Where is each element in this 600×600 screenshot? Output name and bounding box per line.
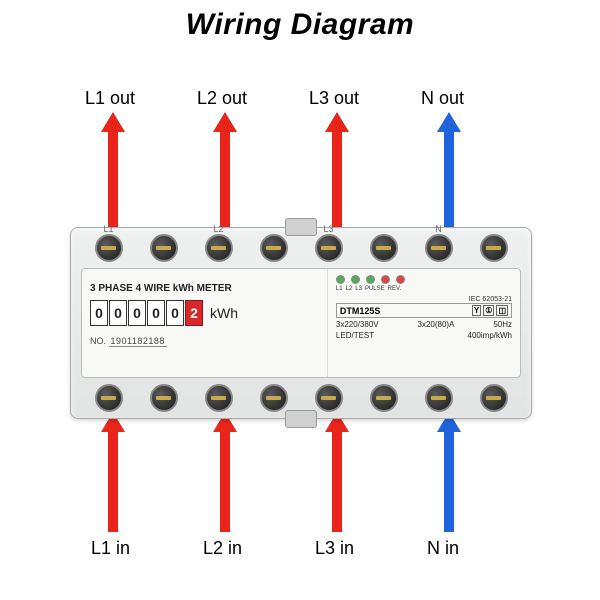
arrow-in-label-2: L3 in — [315, 538, 354, 559]
symbols: Y①◫ — [472, 305, 508, 316]
arrow-out-label-1: L2 out — [197, 88, 247, 109]
terminal-label: L3 — [323, 224, 333, 234]
arrow-in-label-0: L1 in — [91, 538, 130, 559]
spec-row-1: 3x220/380V 3x20(80)A 50Hz — [336, 320, 512, 329]
led-labels: L1L2L3PULSEREV. — [336, 286, 512, 292]
arrow-out-3 — [437, 112, 461, 232]
energy-meter: L1L2L3N 3 PHASE 4 WIRE kWh METER 000002k… — [70, 227, 532, 419]
arrow-out-1 — [213, 112, 237, 232]
odometer-digit: 0 — [166, 300, 184, 326]
led-label: L3 — [355, 286, 362, 292]
terminal-label: L1 — [103, 224, 113, 234]
meter-face-left: 3 PHASE 4 WIRE kWh METER 000002kWh NO. 1… — [82, 269, 327, 377]
led-label: L1 — [336, 286, 343, 292]
arrow-in-2 — [325, 412, 349, 532]
arrow-head-icon — [213, 112, 237, 132]
spec-imp: 400imp/kWh — [468, 331, 512, 340]
standard-label: IEC 62053-21 — [336, 296, 512, 303]
arrow-shaft — [220, 132, 230, 232]
arrow-shaft — [332, 432, 342, 532]
led-indicator — [381, 275, 390, 284]
terminal: L3 — [315, 234, 343, 262]
model-number: DTM125S — [340, 306, 381, 316]
terminal-label: N — [435, 224, 442, 234]
led-indicator — [366, 275, 375, 284]
arrow-in-3 — [437, 412, 461, 532]
led-indicator — [396, 275, 405, 284]
arrow-out-label-0: L1 out — [85, 88, 135, 109]
odometer-digit: 2 — [185, 300, 203, 326]
spec-row-2: LED/TEST 400imp/kWh — [336, 331, 512, 340]
arrow-in-label-3: N in — [427, 538, 459, 559]
odometer-digit: 0 — [128, 300, 146, 326]
arrow-in-1 — [213, 412, 237, 532]
spec-test: LED/TEST — [336, 331, 374, 340]
arrow-head-icon — [101, 112, 125, 132]
serial-value: 1901182188 — [109, 336, 167, 347]
terminal — [95, 384, 123, 412]
model-row: DTM125S Y①◫ — [336, 303, 512, 318]
terminal: L1 — [95, 234, 123, 262]
terminal: L2 — [205, 234, 233, 262]
terminal — [260, 234, 288, 262]
terminal — [315, 384, 343, 412]
terminal-row-bottom — [71, 384, 531, 412]
led-row — [336, 275, 512, 284]
terminal — [150, 234, 178, 262]
arrow-shaft — [444, 132, 454, 232]
led-label: REV. — [388, 286, 401, 292]
terminal — [370, 234, 398, 262]
meter-type-label: 3 PHASE 4 WIRE kWh METER — [90, 283, 319, 294]
arrow-head-icon — [325, 112, 349, 132]
spec-freq: 50Hz — [493, 320, 512, 329]
meter-face-right: L1L2L3PULSEREV. IEC 62053-21 DTM125S Y①◫… — [327, 269, 520, 377]
terminal-row-top: L1 L2 L3 N — [71, 234, 531, 262]
arrow-shaft — [332, 132, 342, 232]
terminal — [150, 384, 178, 412]
led-label: L2 — [346, 286, 353, 292]
arrow-shaft — [108, 132, 118, 232]
din-clip-bottom — [285, 410, 317, 428]
spec-current: 3x20(80)A — [418, 320, 455, 329]
odometer-digit: 0 — [90, 300, 108, 326]
terminal — [260, 384, 288, 412]
serial-prefix: NO. — [90, 336, 106, 346]
arrow-head-icon — [437, 112, 461, 132]
odometer-digit: 0 — [109, 300, 127, 326]
odometer-digit: 0 — [147, 300, 165, 326]
arrow-shaft — [444, 432, 454, 532]
arrow-in-0 — [101, 412, 125, 532]
arrow-in-label-1: L2 in — [203, 538, 242, 559]
terminal: N — [425, 234, 453, 262]
arrow-shaft — [220, 432, 230, 532]
serial-number: NO. 1901182188 — [90, 336, 319, 346]
arrow-out-0 — [101, 112, 125, 232]
terminal — [480, 234, 508, 262]
arrow-out-label-2: L3 out — [309, 88, 359, 109]
arrow-out-label-3: N out — [421, 88, 464, 109]
diagram-title: Wiring Diagram — [0, 0, 600, 42]
led-indicator — [351, 275, 360, 284]
odometer: 000002kWh — [90, 300, 319, 326]
odometer-unit: kWh — [210, 305, 238, 321]
led-indicator — [336, 275, 345, 284]
led-label: PULSE — [365, 286, 385, 292]
terminal — [205, 384, 233, 412]
diagram-area: L1 out L2 out L3 out N out L1 in L2 in L3 in N… — [0, 42, 600, 582]
arrow-out-2 — [325, 112, 349, 232]
spec-voltage: 3x220/380V — [336, 320, 379, 329]
terminal — [480, 384, 508, 412]
terminal — [370, 384, 398, 412]
meter-face: 3 PHASE 4 WIRE kWh METER 000002kWh NO. 1… — [81, 268, 521, 378]
terminal — [425, 384, 453, 412]
arrow-shaft — [108, 432, 118, 532]
terminal-label: L2 — [213, 224, 223, 234]
